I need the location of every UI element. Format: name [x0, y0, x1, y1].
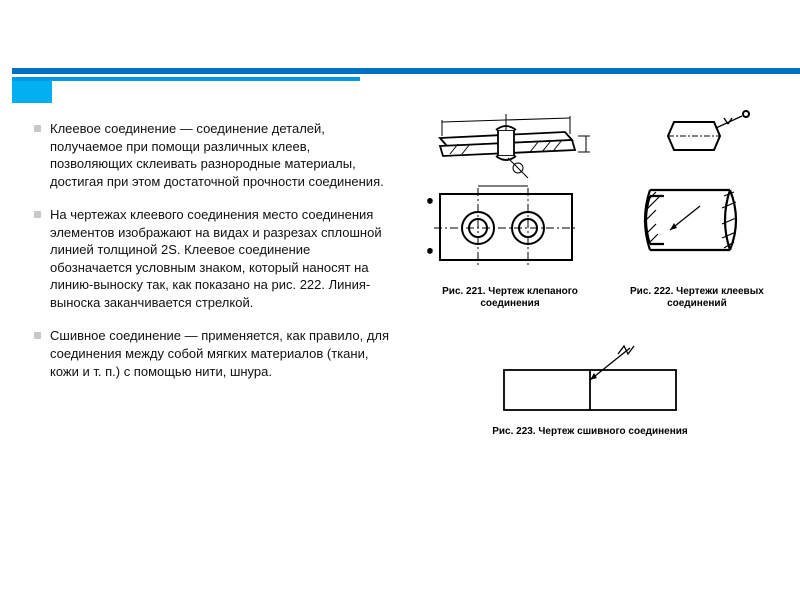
bullet-3: Сшивное соединение — применяется, как пр… [32, 327, 392, 380]
figure-222: Рис. 222. Чертежи клеевых соединений [630, 110, 764, 310]
figure-221-caption: Рис. 221. Чертеж клепаного соединения [420, 286, 600, 310]
figure-222-caption: Рис. 222. Чертежи клеевых соединений [630, 286, 764, 310]
svg-text:*: * [428, 198, 432, 209]
slide: Клеевое соединение — соединение деталей,… [0, 0, 800, 600]
fig221-caption-2: соединения [480, 298, 539, 309]
figure-223: Рис. 223. Чертеж сшивного соединения [480, 340, 700, 438]
bullet-1: Клеевое соединение — соединение деталей,… [32, 120, 392, 190]
figure-223-caption: Рис. 223. Чертеж сшивного соединения [480, 426, 700, 438]
fig221-caption-1: Рис. 221. Чертеж клепаного [442, 286, 578, 297]
figure-221: * * Рис. 221. Чертеж клепаного соединени… [420, 110, 600, 310]
stitch-drawing-icon [490, 340, 690, 420]
glue-drawing-icon [630, 110, 760, 280]
header-bars [12, 68, 800, 81]
figures-area: * * Рис. 221. Чертеж клепаного соединени… [420, 110, 770, 438]
fig222-caption-1: Рис. 222. Чертежи клеевых [630, 286, 764, 297]
accent-block [12, 81, 52, 103]
text-column: Клеевое соединение — соединение деталей,… [32, 120, 392, 396]
rivet-drawing-icon: * * [420, 110, 600, 280]
header-bar-2 [12, 77, 360, 81]
bullet-2: На чертежах клеевого соединения место со… [32, 206, 392, 311]
header-bar-1 [12, 68, 800, 74]
svg-text:*: * [428, 248, 432, 259]
figures-row-1: * * Рис. 221. Чертеж клепаного соединени… [420, 110, 770, 310]
fig222-caption-2: соединений [667, 298, 727, 309]
